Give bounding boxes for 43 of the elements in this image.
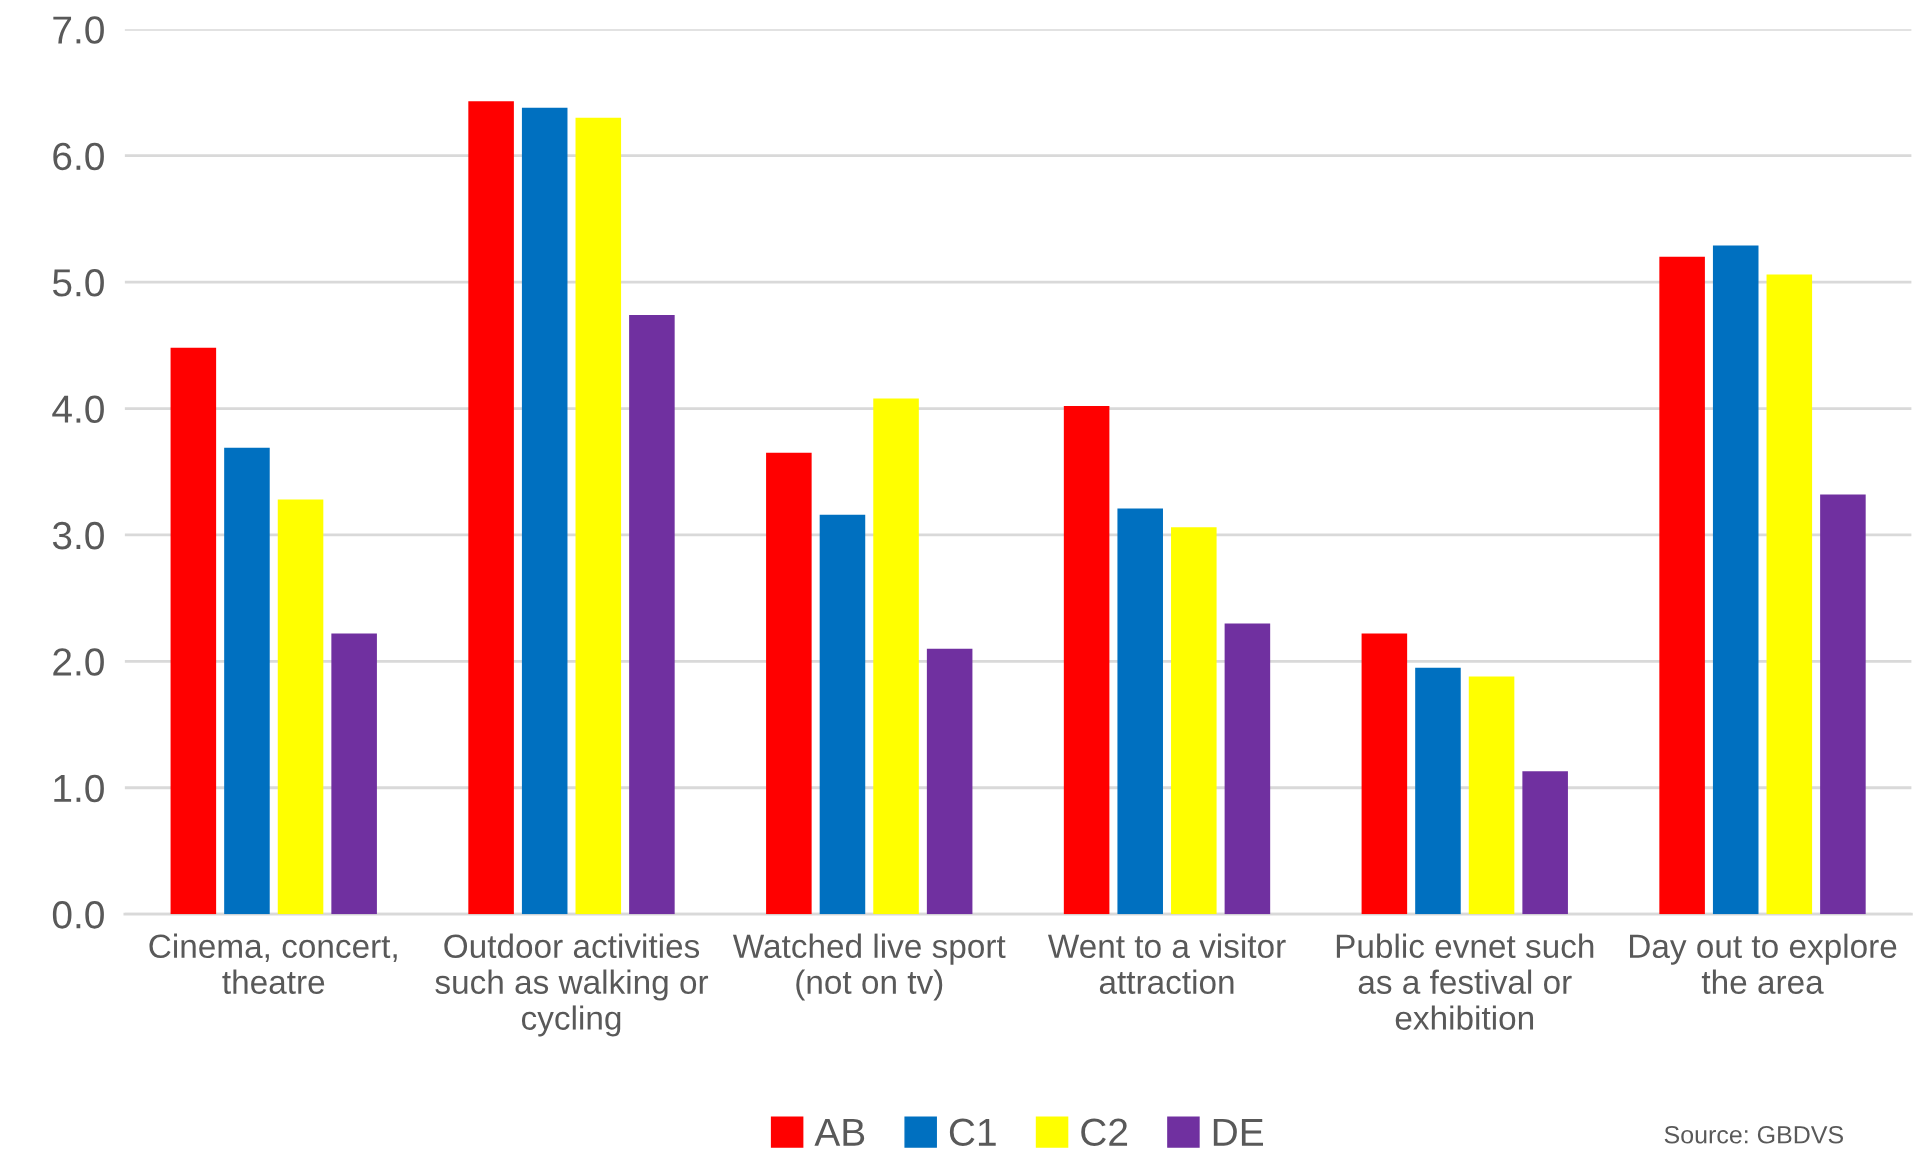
bar	[468, 101, 514, 915]
bar	[1361, 633, 1408, 915]
source-note: Source: GBDVS	[1664, 1125, 1844, 1144]
bar	[1063, 406, 1110, 915]
bar	[1117, 508, 1163, 915]
y-tick-label: 1.0	[54, 774, 104, 803]
x-tick-label: Day out to explore the area	[1630, 933, 1897, 994]
bar	[224, 447, 270, 915]
legend-label: C1	[949, 1118, 996, 1147]
y-tick-label: 6.0	[53, 142, 104, 171]
bar	[575, 117, 622, 915]
y-tick-label: 7.0	[53, 16, 104, 44]
bar	[1659, 256, 1705, 915]
bar	[819, 514, 866, 915]
y-tick-label: 0.0	[52, 901, 104, 929]
bar	[521, 107, 568, 915]
bar	[1171, 527, 1217, 915]
bar	[873, 398, 919, 915]
bar	[1712, 245, 1759, 915]
y-tick-label: 3.0	[52, 521, 104, 550]
bar	[1522, 771, 1568, 915]
bar	[1766, 274, 1813, 915]
x-tick-label: Public evnet such as a festival or exhibition	[1336, 933, 1594, 1030]
y-tick-label: 4.0	[52, 395, 104, 423]
bar	[331, 633, 377, 915]
bar	[170, 347, 217, 915]
bar	[1224, 623, 1271, 915]
legend-label: AB	[814, 1118, 865, 1146]
bar	[1820, 494, 1866, 915]
bar	[277, 499, 324, 915]
x-tick-label: Went to a visitor attraction	[1047, 933, 1286, 994]
x-tick-label: Cinema, concert, theatre	[149, 933, 397, 994]
y-tick-label: 5.0	[52, 269, 104, 297]
bar	[926, 648, 973, 915]
bar	[629, 314, 675, 915]
bar	[1468, 676, 1515, 915]
x-tick-label: Watched live sport (not on tv)	[732, 933, 1006, 1001]
y-tick-label: 2.0	[53, 648, 104, 676]
legend-label: C2	[1081, 1118, 1128, 1147]
legend-label: DE	[1213, 1118, 1264, 1146]
bar	[766, 452, 812, 915]
bar	[1415, 667, 1461, 915]
x-tick-label: Outdoor activities such as walking or cycling	[435, 933, 709, 1037]
